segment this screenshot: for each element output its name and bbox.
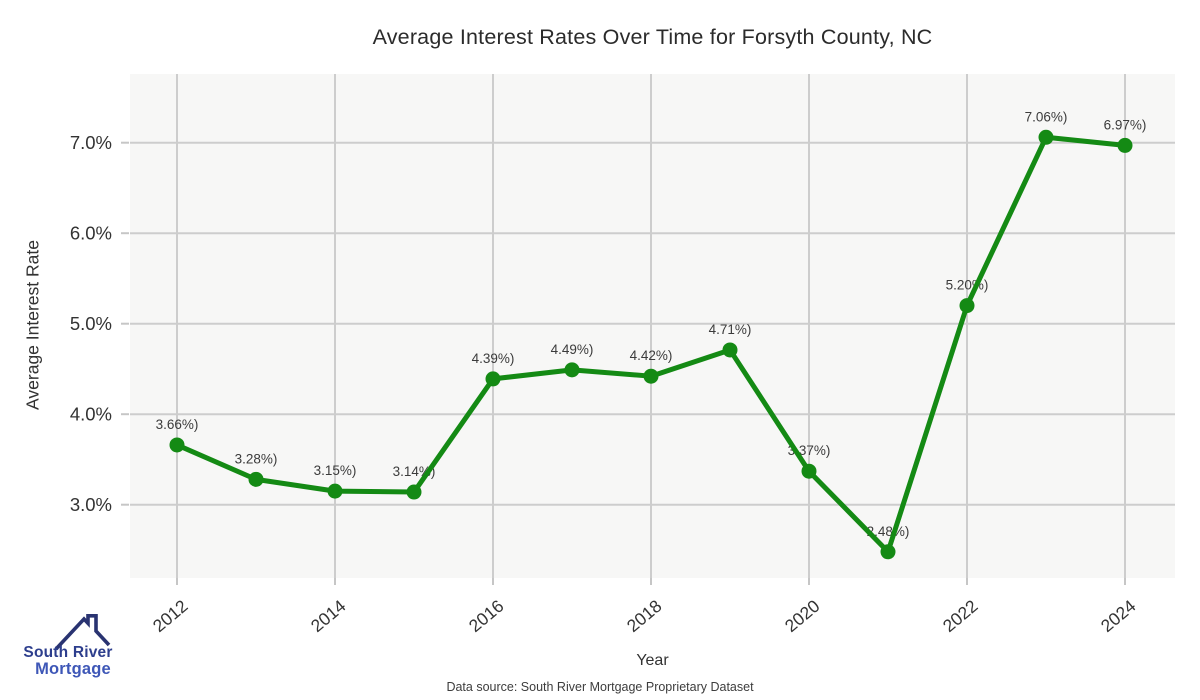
x-tick-label: 2022 [939,596,982,636]
house-roof-icon [54,614,111,651]
point-label: 3.66%) [156,417,199,432]
x-tick-label: 2014 [307,596,350,637]
x-tick-label: 2024 [1097,596,1140,637]
point-label: 2.48%) [867,524,910,539]
data-point-marker [248,471,264,487]
data-point-marker [1038,129,1054,145]
x-tick-label: 2020 [781,596,824,637]
point-label: 4.49%) [551,342,594,357]
point-label: 3.28%) [235,451,278,466]
point-label: 4.42%) [630,348,673,363]
data-point-marker [169,437,185,453]
data-point-marker [880,544,896,560]
x-axis-title: Year [636,652,669,669]
point-label: 6.97%) [1104,117,1147,132]
data-point-marker [406,484,422,500]
y-tick-label: 6.0% [70,223,112,244]
logo-text-line1: South River [23,644,113,661]
data-point-marker [485,371,501,387]
y-tick-label: 5.0% [70,313,112,334]
data-point-marker [327,483,343,499]
point-label: 4.39%) [472,351,515,366]
y-tick-label: 4.0% [70,404,112,425]
brand-logo: South River Mortgage [14,612,126,684]
data-point-marker [564,362,580,378]
point-label: 5.20%) [946,278,989,293]
x-tick-label: 2016 [465,596,508,636]
logo-text-line2: Mortgage [35,660,111,678]
y-tick-label: 7.0% [70,132,112,153]
data-point-marker [643,368,659,384]
point-label: 4.71%) [709,322,752,337]
data-point-marker [959,298,975,314]
data-source-note: Data source: South River Mortgage Propri… [446,680,754,694]
point-label: 7.06%) [1025,109,1068,124]
data-point-marker [722,342,738,358]
chart-title: Average Interest Rates Over Time for For… [372,25,933,49]
y-tick-label: 3.0% [70,494,112,515]
data-point-marker [1117,137,1133,153]
x-tick-label: 2018 [623,596,666,636]
point-label: 3.15%) [314,463,357,478]
plot-background [130,74,1175,578]
x-tick-label: 2012 [149,596,192,636]
house-roof-path [54,614,111,651]
data-point-marker [801,463,817,479]
